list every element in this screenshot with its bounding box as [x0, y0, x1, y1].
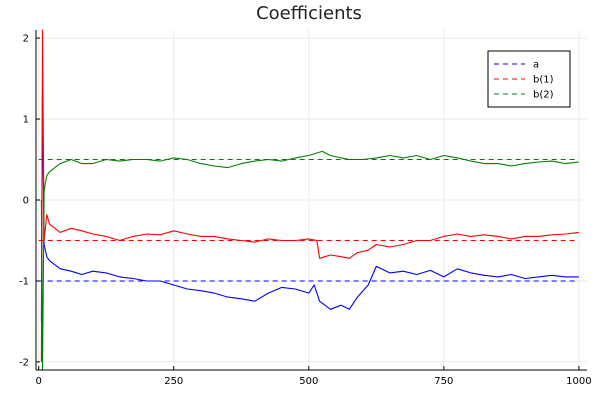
- grid: [36, 30, 587, 370]
- series-line: [40, 94, 579, 322]
- y-tick-label: -2: [19, 357, 29, 368]
- series-group: [40, 29, 579, 371]
- y-tick-label: 1: [23, 115, 29, 126]
- legend-label: b(1): [533, 75, 554, 86]
- legend-label: b(2): [533, 90, 554, 101]
- chart-title: Coefficients: [256, 3, 362, 24]
- y-tick-label: 2: [23, 34, 29, 45]
- legend-label: a: [533, 60, 539, 71]
- y-tick-label: 0: [23, 196, 29, 207]
- x-tick-label: 1000: [566, 376, 591, 387]
- legend-box: [487, 50, 571, 108]
- legend: a b(1) b(2): [487, 50, 571, 108]
- series-line: [40, 150, 579, 371]
- x-tick-label: 750: [434, 376, 453, 387]
- series-line: [40, 29, 579, 362]
- x-tick-label: 0: [36, 376, 42, 387]
- ticks: 0 250 500 750 1000 -2 -1 0 1 2: [19, 34, 592, 387]
- x-tick-label: 500: [299, 376, 318, 387]
- y-tick-label: -1: [19, 276, 29, 287]
- x-tick-label: 250: [164, 376, 183, 387]
